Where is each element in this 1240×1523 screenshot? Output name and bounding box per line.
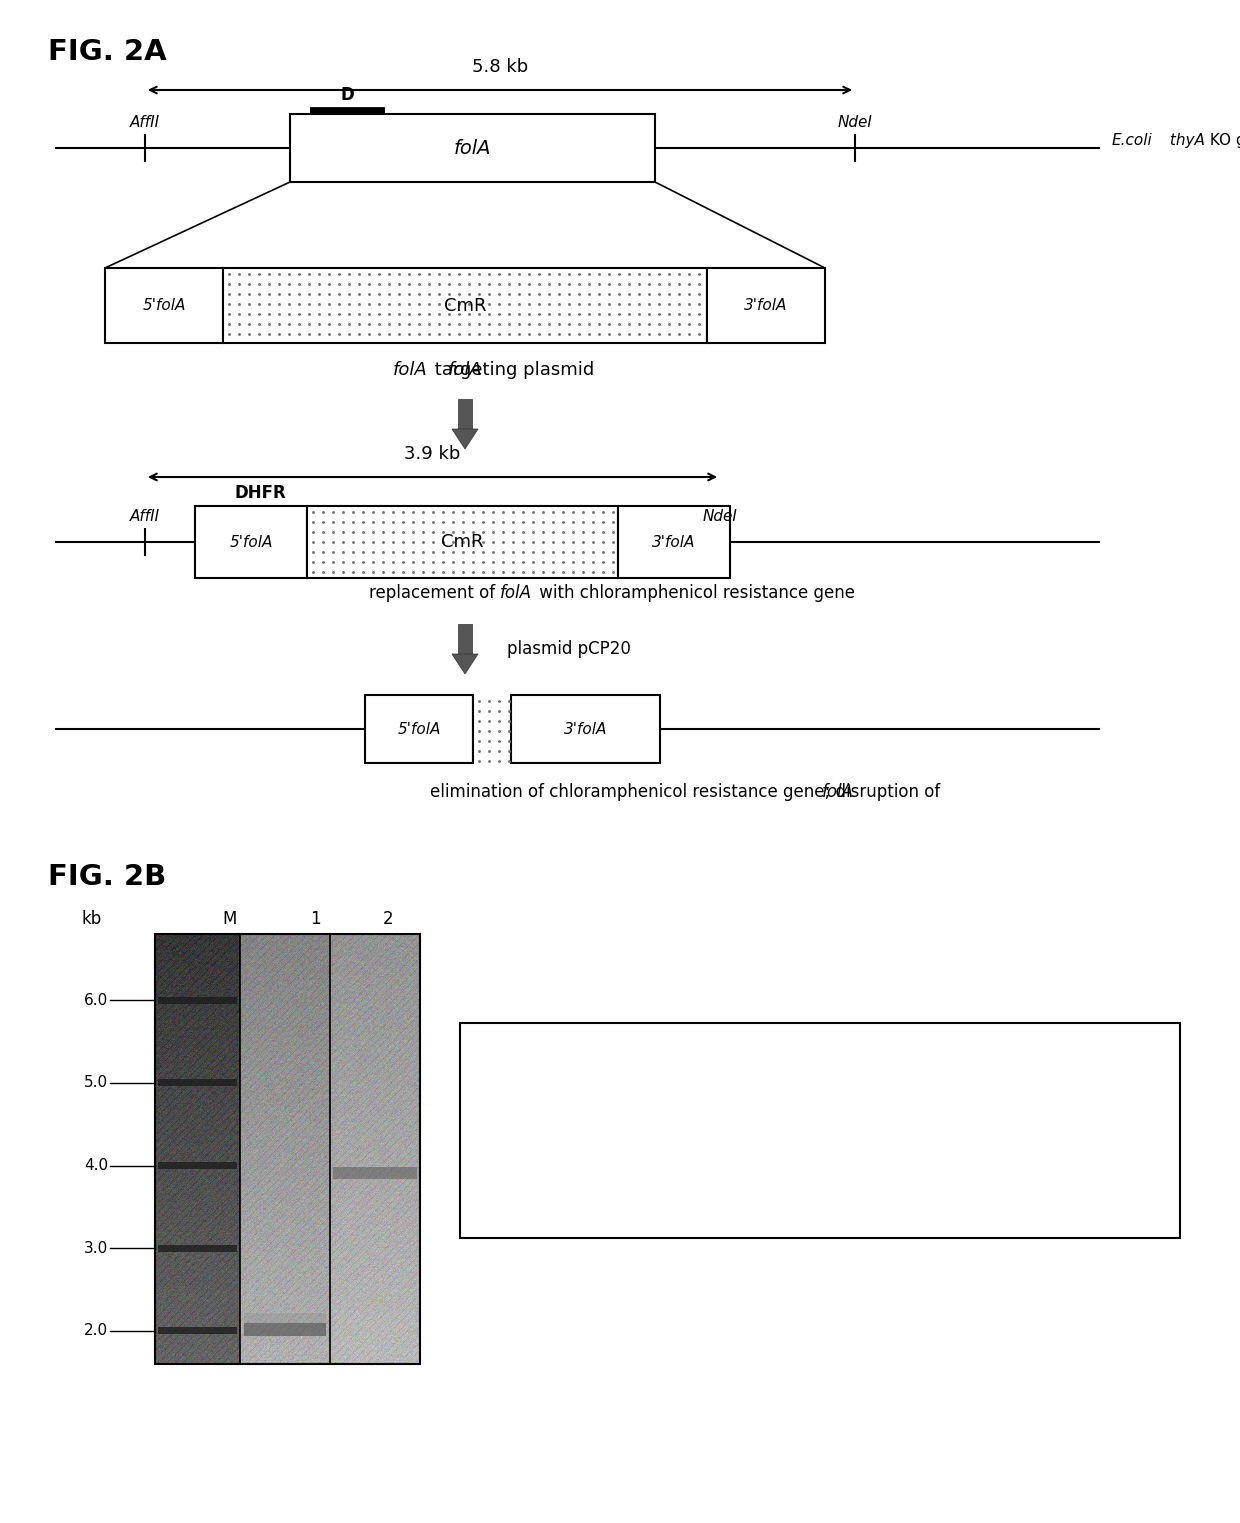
- Text: M: M: [223, 911, 237, 928]
- Text: 2.0: 2.0: [84, 1323, 108, 1339]
- Text: KO genome: KO genome: [1205, 133, 1240, 148]
- Text: 2: 2: [383, 911, 393, 928]
- Bar: [334, 1167, 417, 1179]
- Text: AffII: AffII: [130, 509, 160, 524]
- Text: 2:: 2:: [489, 1171, 517, 1189]
- Text: CmR: CmR: [441, 533, 484, 551]
- Text: FIG. 2B: FIG. 2B: [48, 864, 166, 891]
- Bar: [308, 506, 618, 579]
- Text: KO digested genomic DNA: KO digested genomic DNA: [665, 1171, 908, 1189]
- Text: NdeI: NdeI: [703, 509, 738, 524]
- Text: 5.0: 5.0: [84, 1075, 108, 1090]
- Bar: [511, 694, 660, 763]
- Text: 3.9 kb: 3.9 kb: [404, 445, 461, 463]
- Text: M:  1Kb+ ladder: M: 1Kb+ ladder: [489, 1058, 634, 1077]
- Text: folA: folA: [500, 583, 532, 602]
- Bar: [365, 694, 472, 763]
- Text: kb: kb: [82, 911, 102, 928]
- Text: KO digested genomic DNA: KO digested genomic DNA: [622, 1110, 866, 1129]
- Text: 5'folA: 5'folA: [229, 535, 273, 550]
- Text: folA: folA: [454, 139, 491, 157]
- Text: folA: folA: [393, 361, 428, 379]
- Bar: [244, 1323, 326, 1336]
- Text: 1: 1: [310, 911, 320, 928]
- Text: 4.0: 4.0: [84, 1157, 108, 1173]
- Bar: [157, 996, 237, 1004]
- Bar: [157, 1244, 237, 1252]
- Polygon shape: [453, 429, 477, 449]
- Text: 1:: 1:: [489, 1110, 517, 1129]
- Text: DHFR: DHFR: [234, 484, 286, 503]
- Text: D: D: [341, 85, 355, 104]
- Text: 5'folA: 5'folA: [397, 722, 440, 737]
- Text: E. coli: E. coli: [518, 1171, 572, 1189]
- Bar: [157, 1328, 237, 1334]
- Bar: [458, 624, 472, 653]
- Text: folA: folA: [822, 783, 853, 801]
- Text: 3'folA: 3'folA: [564, 722, 608, 737]
- Bar: [618, 506, 730, 579]
- Text: 3'folA: 3'folA: [744, 299, 787, 314]
- Bar: [223, 268, 707, 343]
- Text: folA: folA: [622, 1171, 663, 1189]
- Bar: [458, 399, 472, 429]
- Text: 5.8 kb: 5.8 kb: [472, 58, 528, 76]
- Text: 3.0: 3.0: [84, 1241, 108, 1256]
- Text: targeting plasmid: targeting plasmid: [429, 361, 594, 379]
- Text: 3'folA: 3'folA: [652, 535, 696, 550]
- Text: 5'folA: 5'folA: [143, 299, 186, 314]
- Text: folA: folA: [448, 361, 482, 379]
- Text: NdeI: NdeI: [837, 116, 873, 129]
- Bar: [290, 114, 655, 183]
- Text: thyA: thyA: [583, 1171, 630, 1189]
- Text: FIG. 2A: FIG. 2A: [48, 38, 166, 65]
- Polygon shape: [453, 653, 477, 675]
- Text: replacement of: replacement of: [368, 583, 500, 602]
- Bar: [157, 1080, 237, 1086]
- Text: thyA: thyA: [1166, 133, 1205, 148]
- Bar: [472, 694, 511, 763]
- Bar: [460, 1023, 1180, 1238]
- Text: thyA: thyA: [583, 1110, 630, 1129]
- Text: E. coli: E. coli: [518, 1110, 572, 1129]
- Text: CmR: CmR: [444, 297, 486, 315]
- Bar: [707, 268, 825, 343]
- Bar: [157, 1162, 237, 1170]
- Text: E.coli: E.coli: [1112, 133, 1153, 148]
- Text: plasmid pCP20: plasmid pCP20: [507, 640, 631, 658]
- Text: 6.0: 6.0: [84, 993, 108, 1008]
- Text: AffII: AffII: [130, 116, 160, 129]
- Bar: [195, 506, 308, 579]
- Bar: [105, 268, 223, 343]
- Text: with chloramphenicol resistance gene: with chloramphenicol resistance gene: [534, 583, 856, 602]
- Bar: [155, 934, 420, 1365]
- Text: elimination of chloramphenicol resistance gene; disruption of: elimination of chloramphenicol resistanc…: [430, 783, 945, 801]
- Bar: [244, 1313, 326, 1323]
